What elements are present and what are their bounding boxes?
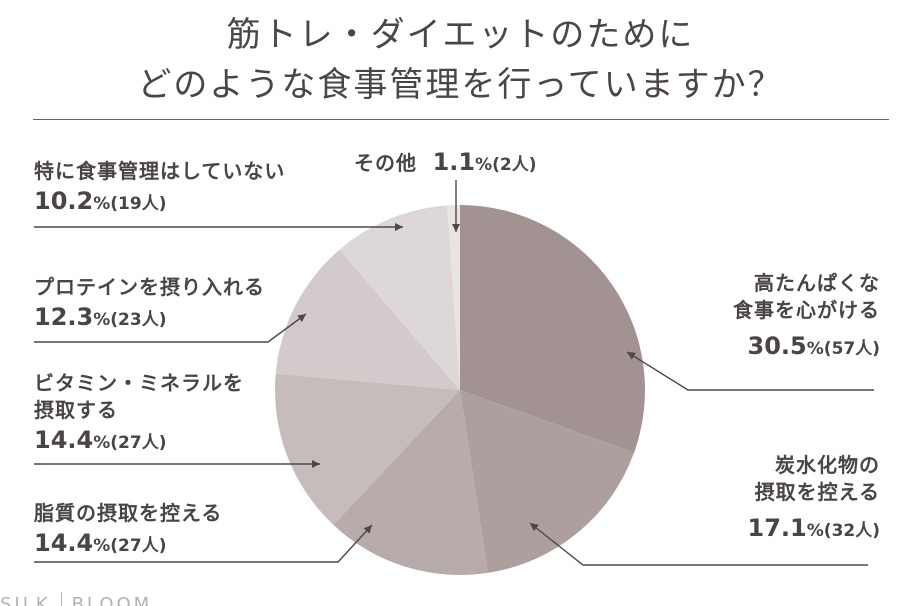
- slice-label-protein: プロテインを摂り入れる 12.3%(23人): [34, 274, 324, 336]
- slice-name-other: その他: [354, 151, 417, 175]
- pie-slice-high-protein: [460, 205, 645, 453]
- pie-slice-vitamin: [275, 373, 460, 525]
- brand-divider: [60, 592, 62, 606]
- slice-count-carb: (32人): [823, 521, 880, 541]
- slice-percent-vitamin: 14.4: [34, 426, 94, 454]
- slice-name-carb-line-2: 摂取を控える: [754, 480, 880, 504]
- slice-label-none: 特に食事管理はしていない 10.2%(19人): [34, 158, 334, 220]
- leader-high-protein: [626, 351, 874, 391]
- slice-label-vitamin: ビタミン・ミネラルを 摂取する 14.4%(27人): [34, 370, 314, 459]
- slice-count-high-protein: (57人): [823, 339, 880, 359]
- leader-other-arrowhead: [452, 224, 460, 232]
- percent-unit: %: [93, 433, 111, 453]
- brand-right: BLOOM: [71, 594, 153, 606]
- slice-percent-other: 1.1: [432, 148, 476, 176]
- slice-count-other: (2人): [492, 155, 537, 175]
- slice-name-none: 特に食事管理はしていない: [34, 159, 286, 183]
- slice-name-high-protein-line-2: 食事を心がける: [733, 298, 880, 322]
- percent-unit: %: [93, 536, 111, 556]
- slice-label-other: その他 1.1%(2人): [354, 146, 594, 181]
- percent-unit: %: [806, 521, 824, 541]
- pie-slice-fat: [333, 390, 488, 575]
- slice-count-vitamin: (27人): [110, 433, 167, 453]
- slice-count-protein: (23人): [110, 310, 167, 330]
- brand-left: SILK: [0, 594, 51, 606]
- slice-name-high-protein-line-1: 高たんぱくな: [754, 271, 880, 295]
- slice-percent-fat: 14.4: [34, 529, 94, 557]
- pie-slices: [275, 204, 645, 575]
- slice-count-none: (19人): [110, 194, 167, 214]
- slice-percent-high-protein: 30.5: [747, 332, 807, 360]
- percent-unit: %: [93, 310, 111, 330]
- slice-percent-protein: 12.3: [34, 303, 94, 331]
- slice-percent-carb: 17.1: [747, 514, 807, 542]
- leader-carb: [529, 522, 868, 566]
- pie-slice-other: [447, 204, 460, 390]
- leader-carb-arrowhead: [530, 523, 539, 532]
- slice-name-protein: プロテインを摂り入れる: [34, 275, 265, 299]
- chart-title-line-2: どのような食事管理を行っていますか？: [137, 65, 784, 105]
- slice-label-fat: 脂質の摂取を控える 14.4%(27人): [34, 500, 314, 562]
- slice-name-vitamin-line-1: ビタミン・ミネラルを: [34, 371, 244, 395]
- percent-unit: %: [475, 155, 493, 175]
- slice-name-fat: 脂質の摂取を控える: [34, 501, 223, 525]
- leader-lines: [34, 180, 874, 566]
- leader-vitamin-arrowhead: [312, 460, 320, 468]
- leader-protein-arrowhead: [297, 314, 306, 322]
- pie-slice-protein: [275, 249, 460, 390]
- slice-label-high-protein: 高たんぱくな 食事を心がける 30.5%(57人): [640, 270, 880, 365]
- leader-none-arrowhead: [395, 223, 403, 231]
- slice-label-carb: 炭水化物の 摂取を控える 17.1%(32人): [640, 452, 880, 547]
- percent-unit: %: [93, 194, 111, 214]
- percent-unit: %: [806, 339, 824, 359]
- slice-count-fat: (27人): [110, 536, 167, 556]
- pie-slice-none: [339, 205, 460, 390]
- pie-slice-carb: [460, 390, 635, 573]
- brand-footer: SILK BLOOM: [0, 592, 300, 606]
- leader-protein: [34, 313, 307, 343]
- chart-title-line-1: 筋トレ・ダイエットのために: [226, 15, 695, 55]
- title-divider: [33, 119, 889, 120]
- chart-title: 筋トレ・ダイエットのために どのような食事管理を行っていますか？: [0, 10, 921, 110]
- leader-fat: [34, 524, 373, 563]
- slice-percent-none: 10.2: [34, 187, 94, 215]
- slice-name-carb-line-1: 炭水化物の: [775, 453, 880, 477]
- leader-fat-arrowhead: [363, 525, 372, 534]
- leader-high-protein-arrowhead: [627, 352, 636, 360]
- slice-name-vitamin-line-2: 摂取する: [34, 398, 118, 422]
